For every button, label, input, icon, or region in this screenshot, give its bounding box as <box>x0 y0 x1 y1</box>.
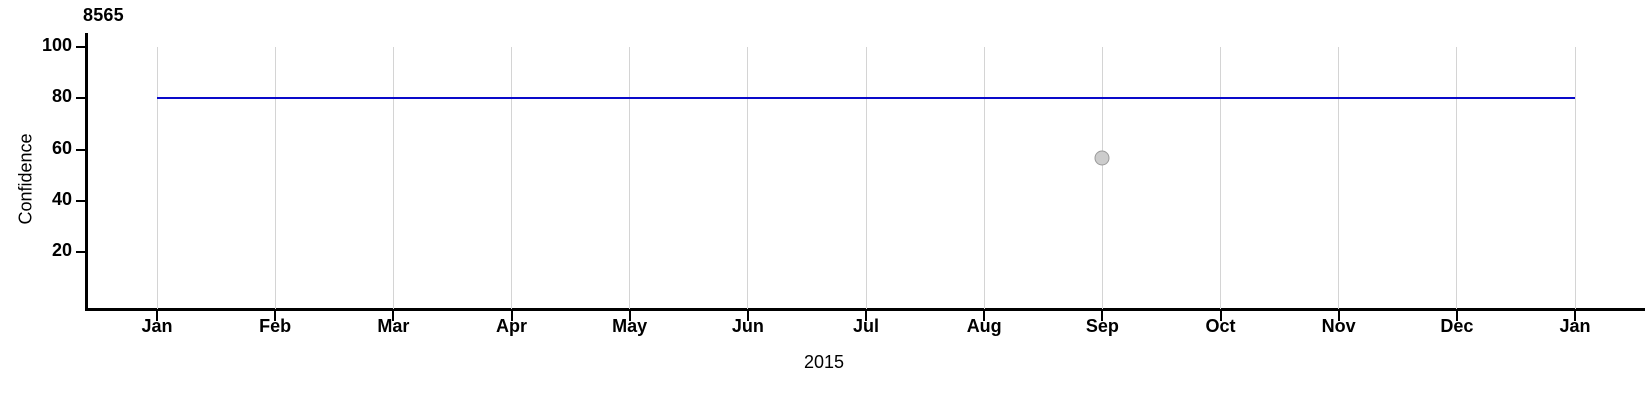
x-tick-label-sep-8: Sep <box>1085 316 1119 336</box>
gridline-jul-6 <box>865 47 867 309</box>
y-tick-40 <box>76 199 86 202</box>
x-tick-oct-9 <box>1219 311 1222 321</box>
x-tick-mar-2 <box>392 311 395 321</box>
gridline-mar-2 <box>392 47 394 309</box>
x-axis-line <box>85 308 1645 311</box>
x-tick-label-jan-12: Jan <box>1559 316 1591 336</box>
gridline-dec-11 <box>1456 47 1458 309</box>
x-tick-label-jan-0: Jan <box>141 316 173 336</box>
y-tick-label-20: 20 <box>51 240 72 260</box>
y-tick-label-80: 80 <box>51 86 72 107</box>
gridline-feb-1 <box>274 47 276 309</box>
y-tick-100 <box>76 46 86 48</box>
x-tick-dec-11 <box>1455 311 1458 321</box>
x-tick-jan-12 <box>1574 311 1577 321</box>
x-tick-aug-7 <box>983 311 986 321</box>
gridline-aug-7 <box>983 47 985 309</box>
x-tick-label-may-4: May <box>612 316 648 336</box>
series-threshold-line <box>157 97 1576 100</box>
y-tick-60 <box>76 148 86 151</box>
gridline-apr-3 <box>511 47 512 309</box>
x-tick-label-mar-2: Mar <box>377 316 410 336</box>
x-tick-sep-8 <box>1101 311 1104 321</box>
gridline-oct-9 <box>1220 47 1222 309</box>
gridline-jan-0 <box>156 47 158 309</box>
x-tick-label-apr-3: Apr <box>496 316 527 336</box>
y-tick-label-100: 100 <box>41 35 72 55</box>
y-tick-label-60: 60 <box>51 137 72 158</box>
x-tick-label-nov-10: Nov <box>1321 316 1356 336</box>
data-point-sep[interactable] <box>1094 150 1110 166</box>
y-axis-title: Confidence <box>15 133 36 225</box>
gridline-jan-12 <box>1574 47 1576 309</box>
x-tick-jun-5 <box>746 311 749 321</box>
gridline-nov-10 <box>1338 47 1340 309</box>
x-tick-label-jun-5: Jun <box>731 316 764 336</box>
x-axis-title: 2015 <box>803 352 845 372</box>
gridline-jun-5 <box>747 47 749 309</box>
x-tick-label-jul-6: Jul <box>853 316 880 336</box>
x-tick-label-aug-7: Aug <box>966 316 1002 336</box>
gridline-may-4 <box>629 47 631 309</box>
x-tick-feb-1 <box>274 311 277 321</box>
gridline-sep-8 <box>1101 47 1103 309</box>
x-tick-jul-6 <box>865 311 868 321</box>
y-tick-80 <box>76 97 86 100</box>
x-tick-label-oct-9: Oct <box>1205 316 1236 336</box>
y-tick-20 <box>76 251 86 253</box>
x-tick-label-dec-11: Dec <box>1440 316 1474 336</box>
x-tick-label-feb-1: Feb <box>259 316 292 336</box>
x-tick-may-4 <box>628 311 631 321</box>
x-tick-nov-10 <box>1337 311 1340 321</box>
y-tick-label-40: 40 <box>51 188 72 209</box>
x-tick-apr-3 <box>510 311 513 321</box>
x-tick-jan-0 <box>156 311 158 321</box>
y-axis-line <box>85 33 88 311</box>
chart-title: 8565 <box>83 5 124 25</box>
